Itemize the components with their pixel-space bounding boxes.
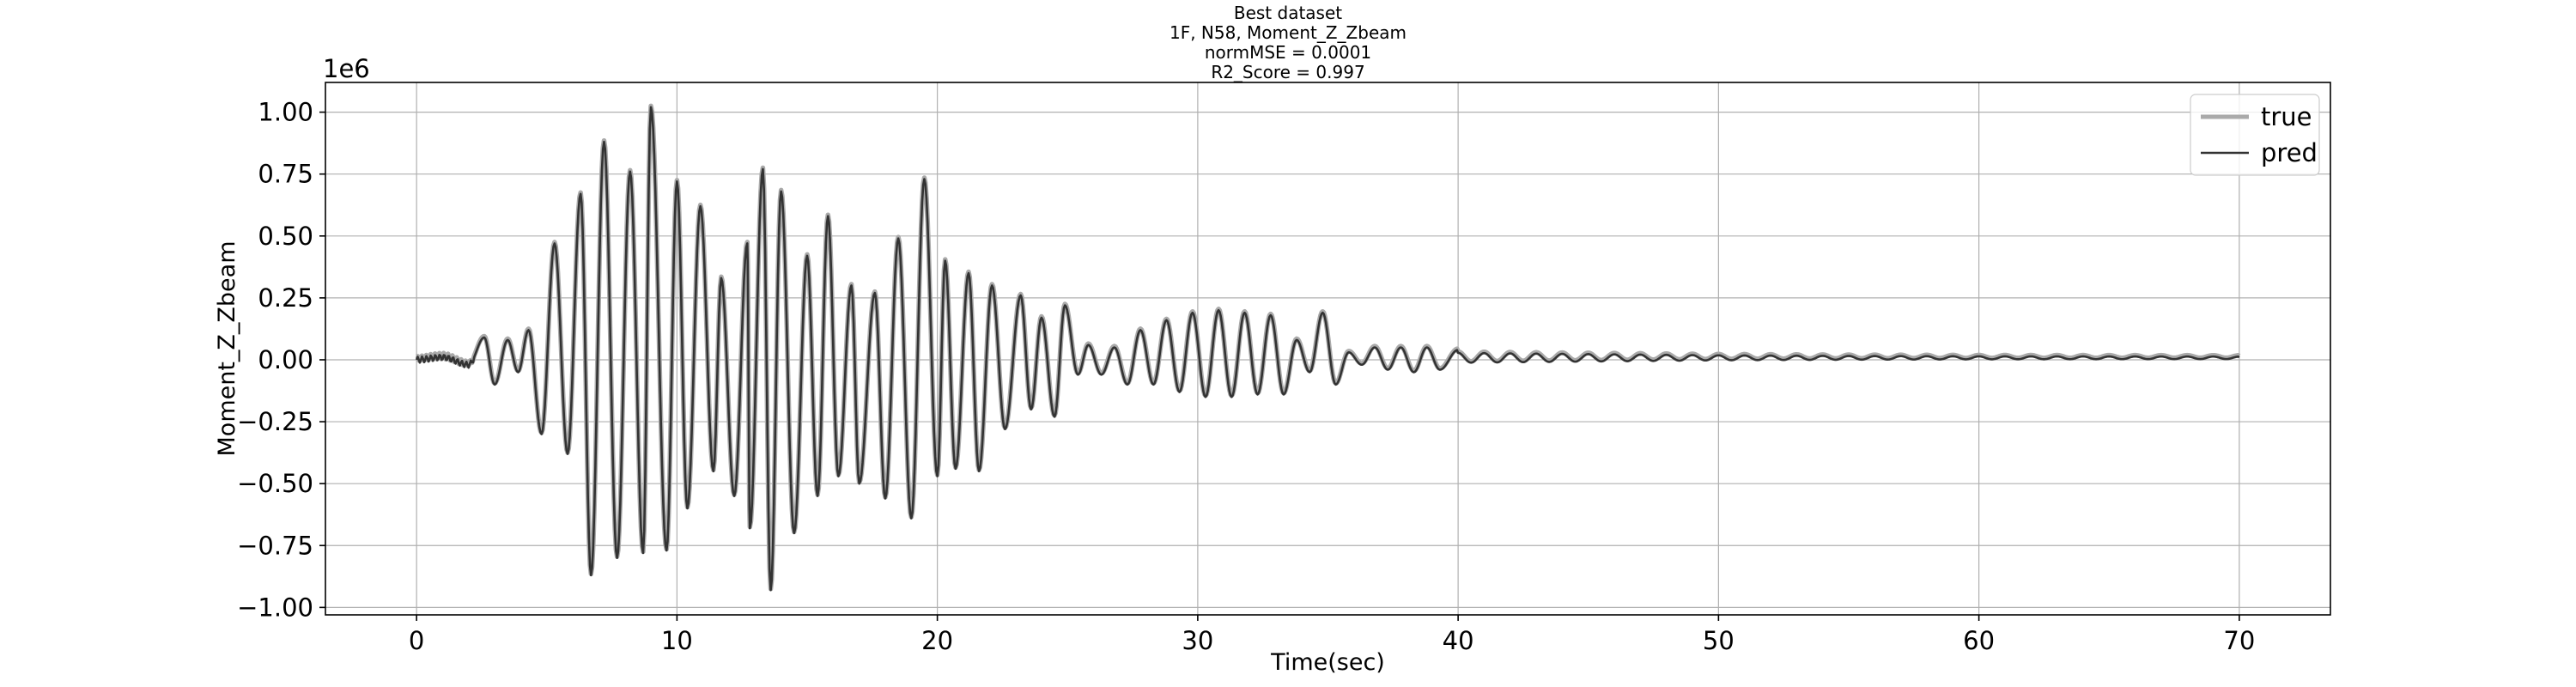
- chart-title-line-3: normMSE = 0.0001: [1204, 42, 1372, 63]
- x-tick-label-6: 60: [1963, 626, 1995, 655]
- y-axis-label: Moment_Z_Zbeam: [214, 240, 240, 456]
- x-tick-label-4: 40: [1443, 626, 1474, 655]
- y-axis-ticks: 1.00 0.75 0.50 0.25 0.00 −0.25 −0.50 −0.75 −1.00: [237, 98, 325, 622]
- legend-label-true: true: [2261, 102, 2312, 131]
- x-tick-label-5: 50: [1703, 626, 1735, 655]
- x-tick-label-1: 10: [661, 626, 693, 655]
- y-tick-label-3: 0.25: [258, 283, 313, 313]
- y-tick-label-2: 0.50: [258, 222, 313, 251]
- plot-area: [415, 103, 2241, 592]
- y-tick-label-8: −1.00: [237, 593, 313, 622]
- y-tick-label-0: 1.00: [258, 98, 313, 127]
- x-axis-label: Time(sec): [1270, 649, 1385, 676]
- axes-frame: [325, 82, 2331, 616]
- x-tick-label-3: 30: [1182, 626, 1213, 655]
- x-tick-label-2: 20: [921, 626, 953, 655]
- chart-title-line-2: 1F, N58, Moment_Z_Zbeam: [1169, 22, 1406, 43]
- series-line-true: [415, 103, 2241, 592]
- y-tick-label-4: 0.00: [258, 345, 313, 374]
- y-tick-label-7: −0.75: [237, 531, 313, 560]
- chart-title-line-4: R2_Score = 0.997: [1211, 62, 1365, 82]
- legend-label-pred: pred: [2261, 138, 2318, 167]
- y-tick-label-6: −0.50: [237, 469, 313, 498]
- y-axis-offset-text: 1e6: [323, 54, 370, 83]
- legend: true pred: [2190, 94, 2320, 176]
- y-tick-label-1: 0.75: [258, 160, 313, 189]
- series-line-pred: [415, 106, 2240, 592]
- x-tick-label-7: 70: [2223, 626, 2255, 655]
- y-tick-label-5: −0.25: [237, 407, 313, 436]
- x-axis-ticks: 0 10 20 30 40 50 60 70: [409, 615, 2255, 655]
- chart-title-line-1: Best dataset: [1233, 3, 1343, 23]
- x-tick-label-0: 0: [409, 626, 424, 655]
